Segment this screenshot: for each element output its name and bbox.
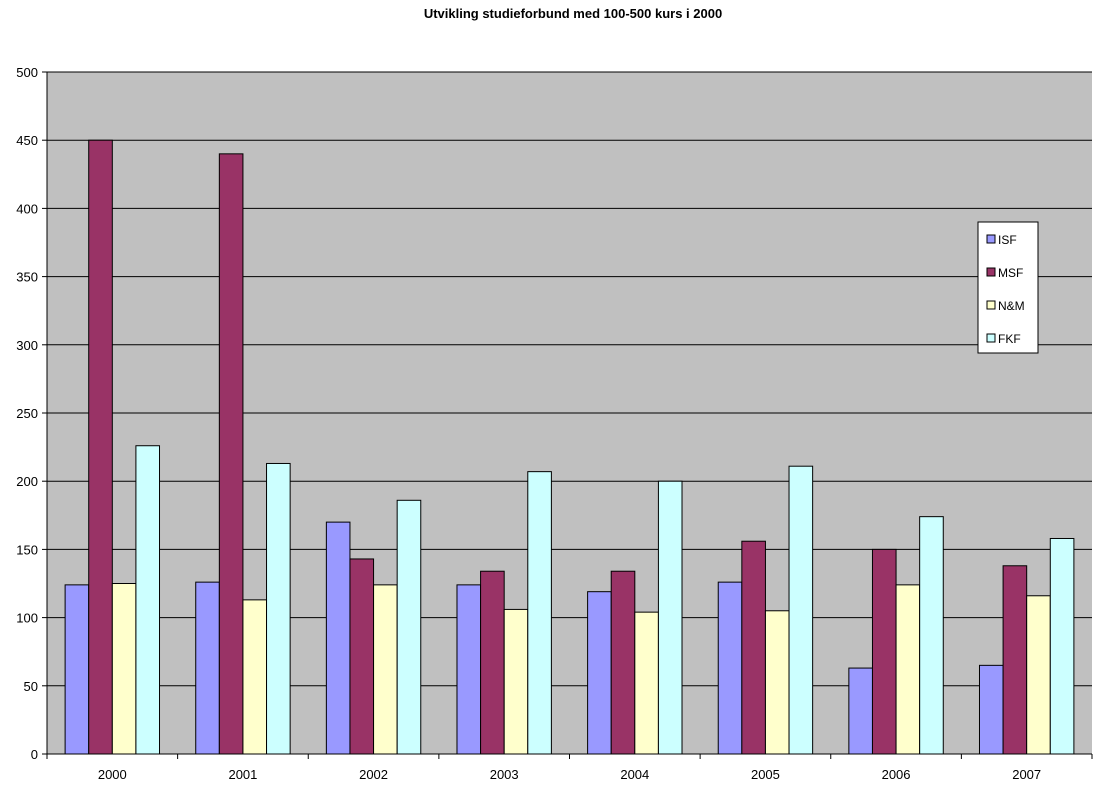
bars (64, 139, 1075, 755)
y-tick-label: 100 (16, 611, 38, 626)
y-tick-label: 200 (16, 474, 38, 489)
y-tick-label: 50 (24, 679, 38, 694)
bar-fkf-2007 (1049, 537, 1075, 755)
bar-msf-2001 (218, 153, 244, 755)
y-tick-label: 0 (31, 747, 38, 762)
chart-title: Utvikling studieforbund med 100-500 kurs… (424, 6, 722, 21)
legend-swatch (986, 234, 996, 244)
y-tick-label: 450 (16, 133, 38, 148)
bar-fkf-2005 (788, 465, 814, 755)
x-tick-label: 2001 (228, 767, 257, 782)
legend-swatch (986, 333, 996, 343)
bar-fkf-2004 (657, 480, 683, 755)
legend-box (977, 221, 1039, 354)
bar-msf-2006 (871, 548, 897, 755)
bar-fkf-2001 (266, 462, 291, 755)
bar-msf-2002 (349, 558, 375, 755)
legend-label: MSF (998, 266, 1023, 280)
bar-isf-2004 (587, 591, 612, 755)
bar-nm-2002 (373, 584, 398, 755)
bar-isf-2005 (717, 581, 743, 755)
axes: 0 50 100 150 200 250 300 350 400 450 500 2000 2001 20… (16, 65, 1093, 782)
bar-isf-2007 (978, 664, 1004, 755)
bar-isf-2001 (195, 581, 220, 755)
x-tick-label: 2002 (359, 767, 388, 782)
x-tick-label: 2003 (490, 767, 519, 782)
bar-nm-2007 (1026, 595, 1051, 755)
bar-nm-2003 (503, 608, 529, 755)
bar-isf-2002 (325, 521, 351, 755)
bar-nm-2006 (895, 584, 921, 755)
bar-isf-2000 (64, 584, 90, 755)
y-tick-label: 250 (16, 406, 38, 421)
legend-label: N&M (998, 299, 1025, 313)
x-tick-label: 2005 (751, 767, 780, 782)
legend-label: ISF (998, 233, 1017, 247)
bar-fkf-2002 (396, 499, 422, 755)
y-tick-label: 500 (16, 65, 38, 80)
legend-swatch (986, 300, 996, 310)
bar-isf-2003 (456, 584, 482, 755)
y-tick-label: 150 (16, 542, 38, 557)
x-tick-label: 2004 (620, 767, 649, 782)
bar-isf-2006 (848, 667, 873, 755)
bar-nm-2000 (111, 583, 137, 755)
bar-nm-2001 (242, 599, 268, 755)
legend-swatch (986, 267, 996, 277)
legend: ISF MSF N&M FKF (977, 221, 1039, 354)
bar-msf-2000 (88, 139, 113, 755)
bar-msf-2003 (480, 570, 505, 755)
y-tick-label: 350 (16, 270, 38, 285)
bar-msf-2005 (741, 540, 766, 755)
bar-fkf-2000 (135, 445, 161, 755)
bar-nm-2004 (634, 611, 659, 755)
bar-msf-2007 (1002, 565, 1028, 755)
bar-fkf-2003 (527, 471, 552, 755)
x-tick-label: 2007 (1012, 767, 1041, 782)
bar-msf-2004 (610, 570, 636, 755)
bar-nm-2005 (764, 610, 790, 755)
x-tick-label: 2000 (98, 767, 127, 782)
bar-fkf-2006 (919, 516, 944, 755)
y-tick-label: 400 (16, 201, 38, 216)
legend-label: FKF (998, 332, 1021, 346)
x-tick-label: 2006 (882, 767, 911, 782)
y-tick-label: 300 (16, 338, 38, 353)
